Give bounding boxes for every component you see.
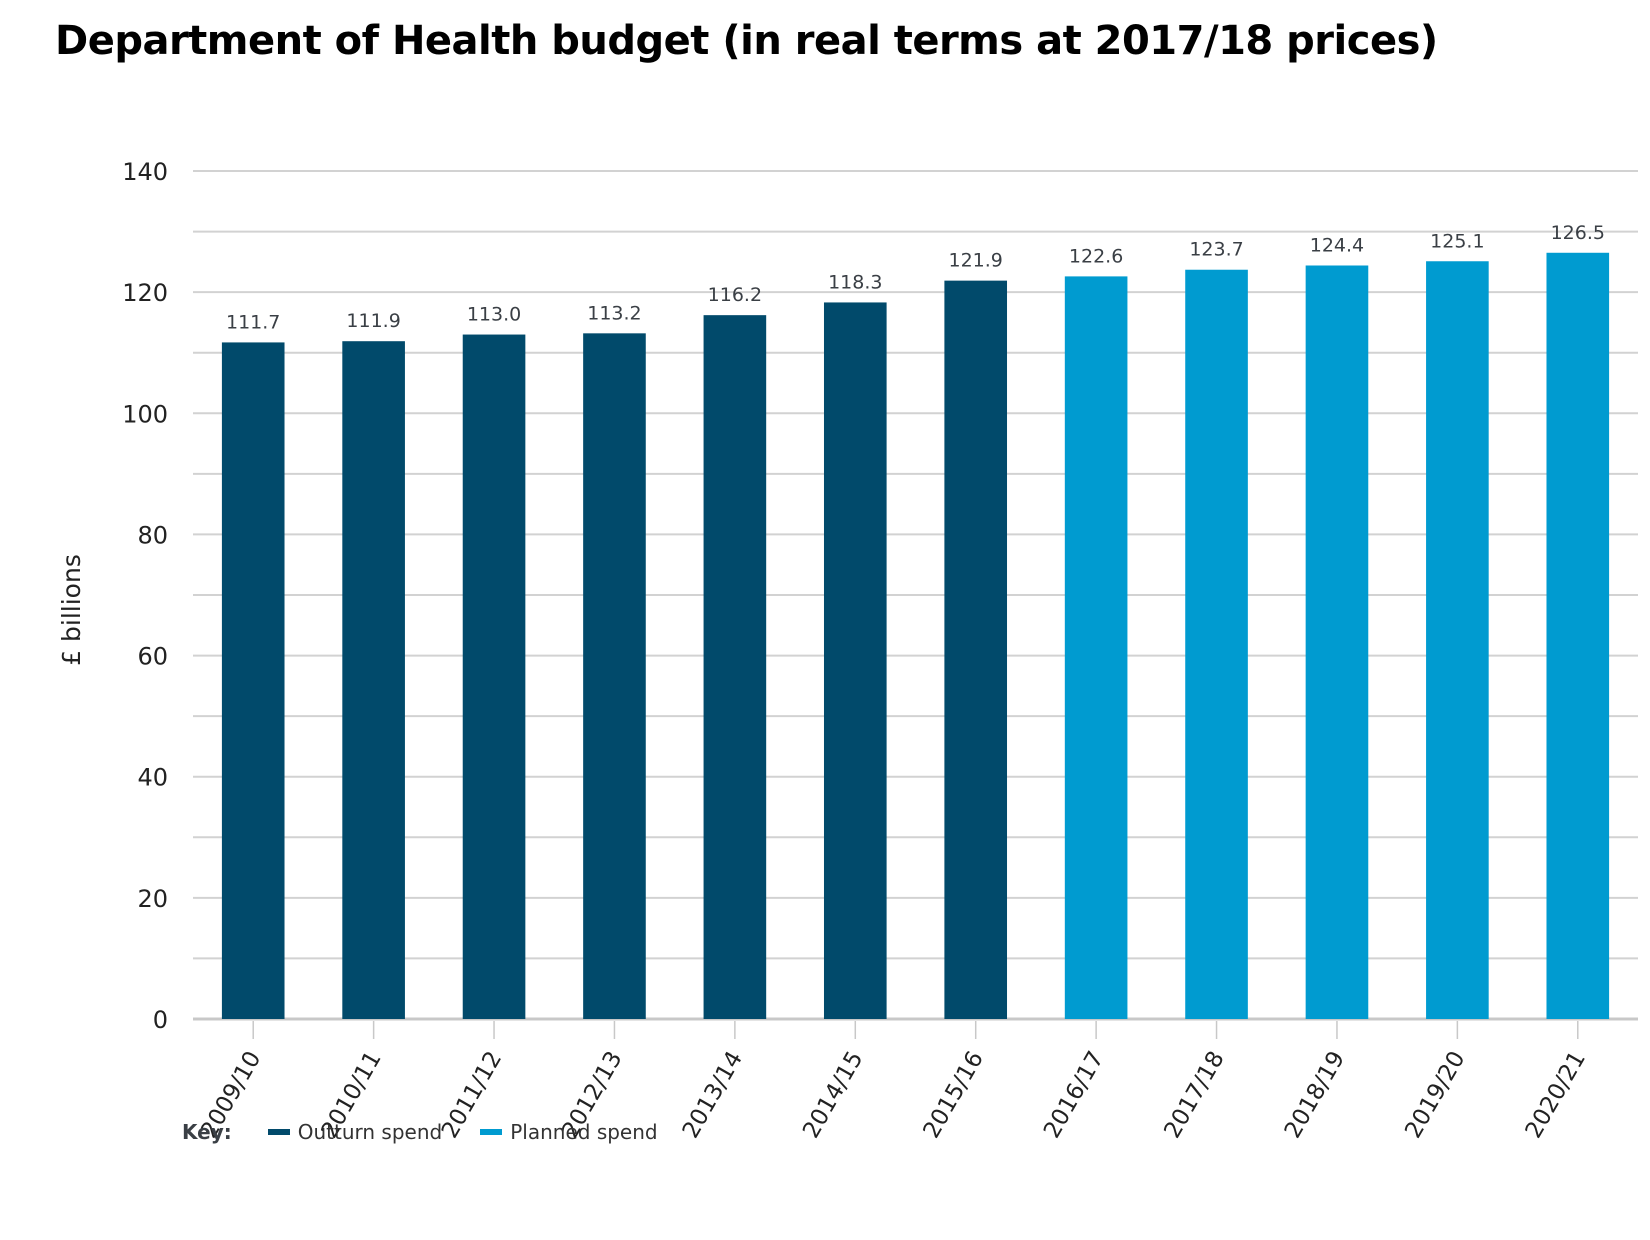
legend-label-planned: Planned spend — [510, 1120, 658, 1144]
legend-label-outturn: Outturn spend — [297, 1120, 443, 1144]
data-label: 111.9 — [346, 310, 400, 332]
y-tick-label: 80 — [137, 521, 168, 549]
x-tick-label: 2019/20 — [1400, 1047, 1470, 1143]
data-label: 121.9 — [949, 250, 1003, 272]
y-axis-ticks: 0 20 40 60 80 100 120 140 — [122, 158, 168, 1034]
data-label: 111.7 — [226, 311, 280, 333]
legend-item-outturn: Outturn spend — [267, 1120, 443, 1144]
legend-title: Key: — [182, 1120, 232, 1144]
x-tick-label: 2016/17 — [1039, 1047, 1109, 1143]
data-label: 123.7 — [1189, 239, 1243, 261]
bar — [944, 280, 1008, 1019]
data-label: 126.5 — [1551, 222, 1605, 244]
bar — [1185, 269, 1248, 1019]
bar — [823, 302, 887, 1019]
gridlines — [193, 170, 1638, 1021]
y-tick-label: 60 — [137, 643, 168, 671]
bar — [1305, 265, 1369, 1019]
x-tick-label: 2020/21 — [1521, 1047, 1591, 1143]
y-tick-label: 100 — [122, 400, 168, 428]
legend: Key: Outturn spend Planned spend — [182, 1120, 696, 1144]
bar — [583, 333, 646, 1019]
data-labels: 111.7 111.9 113.0 113.2 116.2 118.3 121.9 122.6… — [226, 222, 1605, 334]
data-label: 116.2 — [708, 284, 762, 306]
data-label: 124.4 — [1310, 234, 1364, 256]
bar — [462, 334, 526, 1019]
legend-item-planned: Planned spend — [480, 1120, 658, 1144]
data-label: 113.2 — [587, 302, 641, 324]
legend-swatch-outturn — [267, 1129, 290, 1135]
legend-swatch-planned — [480, 1129, 503, 1135]
y-tick-label: 40 — [137, 764, 168, 792]
bar — [1064, 276, 1128, 1019]
bar — [1426, 261, 1489, 1019]
x-tick-label: 2014/15 — [798, 1047, 868, 1143]
y-tick-label: 120 — [122, 279, 168, 307]
bar — [703, 315, 767, 1019]
x-tick-label: 2018/19 — [1280, 1047, 1350, 1143]
y-tick-label: 20 — [137, 885, 168, 913]
chart-title: Department of Health budget (in real ter… — [55, 18, 1438, 64]
bar — [221, 342, 285, 1020]
bar — [1546, 252, 1610, 1019]
data-label: 113.0 — [467, 304, 521, 326]
bars — [221, 252, 1610, 1020]
bar — [342, 341, 405, 1020]
x-tick-label: 2017/18 — [1159, 1047, 1229, 1143]
data-label: 118.3 — [828, 271, 882, 293]
x-tick-label: 2015/16 — [919, 1047, 989, 1143]
y-axis-label: £ billions — [57, 554, 86, 666]
data-label: 122.6 — [1069, 245, 1123, 267]
y-tick-label: 140 — [122, 158, 168, 186]
data-label: 125.1 — [1430, 230, 1484, 252]
y-tick-label: 0 — [153, 1006, 168, 1034]
